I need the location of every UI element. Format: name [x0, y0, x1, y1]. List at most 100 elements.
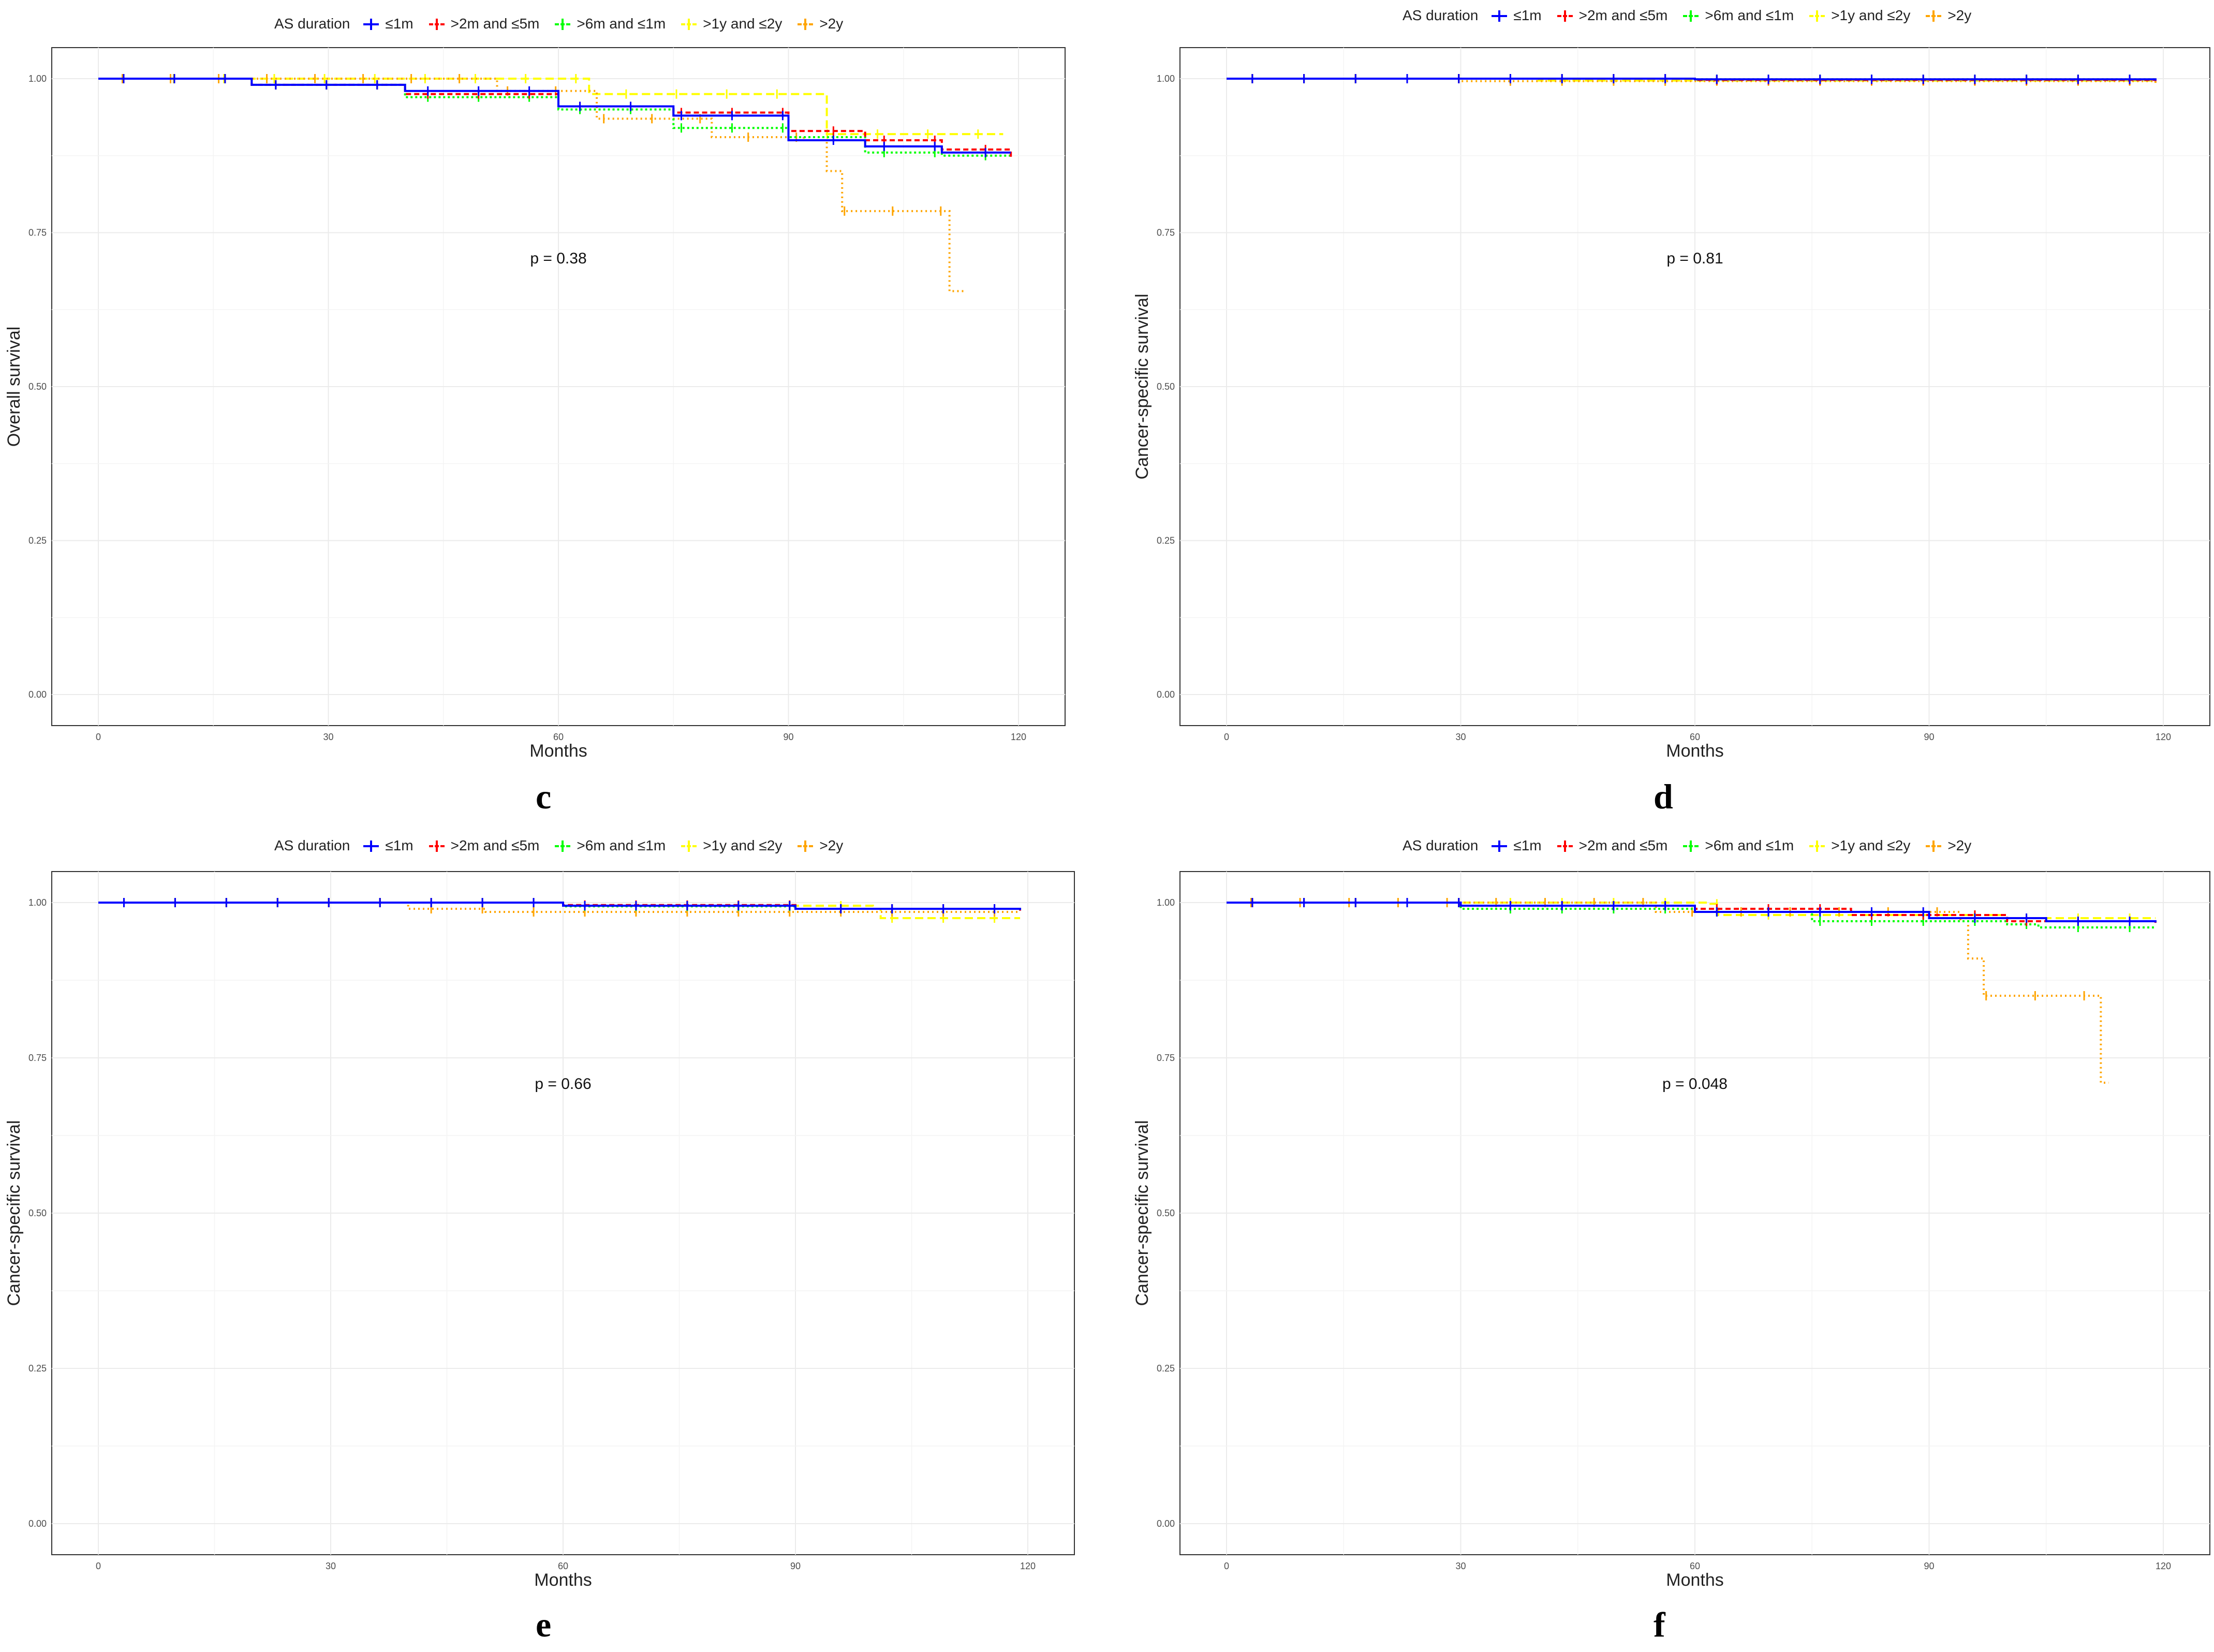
legend-item: >1y and ≤2y — [679, 837, 782, 854]
legend-key-swatch — [1555, 10, 1575, 22]
legend-label: >2y — [1947, 837, 1972, 853]
legend-label: >1y and ≤2y — [1831, 7, 1911, 23]
legend-label: >2m and ≤5m — [450, 837, 540, 853]
legend-item: >2y — [795, 837, 843, 854]
legend-label: >2m and ≤5m — [1578, 837, 1668, 853]
legend-key-swatch — [1555, 840, 1575, 852]
km-panel-d: 0 30 60 90 120 0.00 0.25 0.50 0.75 1.00 Months Canc… — [1128, 0, 2214, 761]
x-axis-title: Months — [529, 741, 587, 761]
legend-label: >6m and ≤1m — [577, 16, 666, 32]
y-tick-label: 1.00 — [1157, 73, 1175, 84]
legend-key-swatch — [361, 19, 381, 30]
y-tick-label: 0.00 — [1157, 1518, 1175, 1529]
y-tick-label: 1.00 — [28, 897, 47, 908]
x-tick-label: 0 — [1224, 1561, 1229, 1571]
survival-curve-1 — [1227, 898, 2157, 926]
y-tick-label: 1.00 — [1157, 897, 1175, 908]
x-axis-title: Months — [1666, 741, 1724, 761]
km-panel-f: 0 30 60 90 120 0.00 0.25 0.50 0.75 1.00 Months Canc… — [1128, 828, 2214, 1590]
legend-title: AS duration — [274, 837, 350, 853]
x-tick-label: 0 — [1224, 732, 1229, 742]
legend-label: >1y and ≤2y — [703, 16, 783, 32]
legend-key-swatch — [795, 19, 815, 30]
legend-title: AS duration — [1403, 7, 1479, 23]
y-tick-label: 0.00 — [1157, 689, 1175, 700]
legend-item: >2y — [795, 16, 843, 32]
legend-label: ≤1m — [1513, 837, 1542, 853]
x-tick-label: 90 — [1924, 1561, 1934, 1571]
survival-curve-line — [1227, 902, 2109, 1084]
legend-label: >6m and ≤1m — [1705, 837, 1794, 853]
y-tick-label: 0.25 — [1157, 1363, 1175, 1374]
legend-label: >2m and ≤5m — [450, 16, 540, 32]
legend-item: >6m and ≤1m — [553, 837, 666, 854]
legend-label: >1y and ≤2y — [1831, 837, 1911, 853]
x-tick-label: 60 — [1690, 1561, 1700, 1571]
legend-key-swatch — [361, 840, 381, 852]
panel-label: e — [536, 1605, 552, 1644]
legend-title: AS duration — [1403, 837, 1479, 853]
x-tick-label: 30 — [326, 1561, 336, 1571]
survival-curve-line — [98, 902, 1021, 913]
legend-item: >1y and ≤2y — [1807, 7, 1910, 24]
legend-item: >2m and ≤5m — [427, 837, 540, 854]
km-plot-svg: 0 30 60 90 120 0.00 0.25 0.50 0.75 1.00 Months Canc… — [1132, 47, 2210, 761]
y-tick-label: 0.00 — [28, 689, 47, 700]
x-tick-label: 120 — [1020, 1561, 1036, 1571]
survival-curve-4 — [98, 74, 1003, 139]
survival-curve-1 — [98, 74, 1011, 157]
legend-label: >2y — [819, 837, 844, 853]
y-tick-label: 0.75 — [1157, 228, 1175, 238]
legend-key-swatch — [679, 19, 699, 30]
legend-label: >2m and ≤5m — [1578, 7, 1668, 23]
legend: AS duration ≤1m >2m and ≤5m >6m and ≤1m >1y … — [274, 837, 857, 854]
legend-label: >2y — [1947, 7, 1972, 23]
survival-curve-line — [1227, 902, 2156, 928]
legend-item: ≤1m — [1489, 7, 1542, 24]
y-axis-title: Cancer-specific survival — [1132, 294, 1152, 480]
legend-key-swatch — [553, 840, 572, 852]
y-tick-label: 0.50 — [1157, 1208, 1175, 1218]
legend-key-swatch — [1681, 10, 1701, 22]
legend-item: ≤1m — [1489, 837, 1542, 854]
legend-label: ≤1m — [1513, 7, 1542, 23]
legend-key-swatch — [427, 19, 447, 30]
y-tick-label: 0.25 — [28, 536, 47, 546]
survival-curve-line — [98, 78, 1011, 154]
km-panel-c: 0 30 60 90 120 0.00 0.25 0.50 0.75 1.00 Months Over… — [0, 0, 1071, 761]
legend-item: >1y and ≤2y — [679, 16, 782, 32]
legend-key-swatch — [427, 840, 447, 852]
y-axis-title: Cancer-specific survival — [1132, 1120, 1152, 1306]
legend-key-swatch — [1924, 840, 1943, 852]
survival-curve-line — [98, 902, 1022, 910]
km-plot-svg: 0 30 60 90 120 0.00 0.25 0.50 0.75 1.00 Months Canc… — [1132, 871, 2210, 1590]
y-tick-label: 1.00 — [28, 73, 47, 84]
legend: AS duration ≤1m >2m and ≤5m >6m and ≤1m >1y … — [1403, 7, 1985, 24]
x-tick-label: 60 — [558, 1561, 568, 1571]
legend-item: >2y — [1924, 7, 1971, 24]
y-axis-title: Cancer-specific survival — [4, 1120, 24, 1306]
x-tick-label: 30 — [323, 732, 333, 742]
x-axis-title: Months — [1666, 1570, 1724, 1590]
x-tick-label: 60 — [553, 732, 564, 742]
legend-item: ≤1m — [361, 16, 414, 32]
legend-label: ≤1m — [385, 837, 414, 853]
panel-label: c — [536, 777, 552, 816]
p-value-annotation: p = 0.048 — [1662, 1075, 1728, 1093]
y-tick-label: 0.25 — [28, 1363, 47, 1374]
x-axis-title: Months — [534, 1570, 592, 1590]
panel-label: d — [1654, 777, 1673, 816]
km-plot-svg: 0 30 60 90 120 0.00 0.25 0.50 0.75 1.00 Months Canc… — [4, 871, 1075, 1590]
legend-item: >2m and ≤5m — [427, 16, 540, 32]
x-tick-label: 90 — [783, 732, 793, 742]
legend-item: >6m and ≤1m — [1681, 837, 1794, 854]
y-tick-label: 0.50 — [1157, 381, 1175, 392]
legend-key-swatch — [1924, 10, 1943, 22]
legend-key-swatch — [1489, 840, 1509, 852]
y-tick-label: 0.50 — [28, 381, 47, 392]
survival-curve-line — [1227, 902, 2157, 923]
y-tick-label: 0.75 — [28, 1053, 47, 1063]
km-panel-e: 0 30 60 90 120 0.00 0.25 0.50 0.75 1.00 Months Canc… — [0, 828, 1076, 1590]
survival-curve-line — [1227, 78, 2157, 83]
legend-label: ≤1m — [385, 16, 414, 32]
